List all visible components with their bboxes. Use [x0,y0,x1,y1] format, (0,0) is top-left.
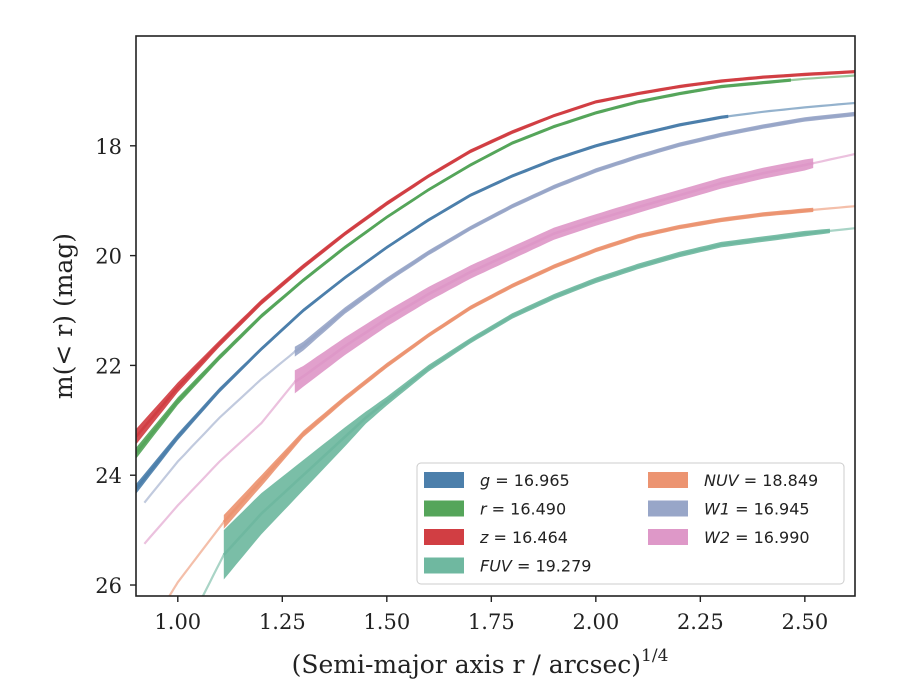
legend-var: NUV [704,471,740,490]
x-tick-label: 1.75 [468,610,515,634]
y-tick-label: 24 [95,464,122,488]
y-axis-ticks: 18 20 22 24 26 [95,135,136,598]
y-axis-label: m(< r) (mag) [49,233,78,399]
x-axis-label: (Semi-major axis r / arcsec)1/4 [292,646,669,679]
legend-label: W1 = 16.945 [704,500,810,519]
series-w1-line [294,112,855,353]
x-tick-label: 2.25 [677,610,724,634]
y-tick-label: 26 [95,574,122,598]
legend-item: NUV = 18.849 [648,471,818,490]
series-r [136,74,855,459]
legend-swatch [424,557,464,574]
legend-var: r [480,500,488,519]
series-z [136,70,855,445]
y-tick-label: 18 [95,135,122,159]
legend-box [416,462,845,585]
x-tick-label: 1.00 [154,610,201,634]
legend-item: r = 16.490 [424,500,566,519]
legend-value: = 18.849 [739,471,819,490]
series-nuv-line [222,208,814,523]
x-axis-ticks: 1.00 1.25 1.50 1.75 2.00 2.25 2.50 [154,596,828,634]
legend-value: = 16.464 [488,528,568,547]
y-tick-label: 22 [95,354,122,378]
x-tick-label: 2.00 [572,610,619,634]
x-tick-label: 1.25 [259,610,306,634]
series-fuv-line [222,229,831,556]
x-axis-label-main: (Semi-major axis r / arcsec) [292,650,641,679]
legend-label: NUV = 18.849 [704,471,818,490]
series-fuv [201,227,855,596]
y-tick-label: 20 [95,245,122,269]
legend-label: r = 16.490 [480,500,566,519]
series-g-line [136,115,729,490]
legend-label: g = 16.965 [480,471,570,490]
legend-var: W2 [704,528,730,547]
legend-swatch [648,500,688,517]
legend-label: W2 = 16.990 [704,528,810,547]
legend-value: = 16.965 [490,471,570,490]
series-w1 [143,111,855,504]
legend-swatch [424,500,464,517]
legend-value: = 16.945 [730,500,810,519]
legend-item: g = 16.965 [424,471,570,490]
series-z-line [136,70,855,438]
series-g [136,101,855,494]
x-tick-label: 1.50 [363,610,410,634]
legend-item: z = 16.464 [424,528,568,547]
legend-swatch [424,472,464,488]
legend-value: = 16.990 [730,528,810,547]
plot-frame [135,35,856,597]
legend-label: z = 16.464 [479,528,568,547]
legend-swatch [424,529,464,545]
legend-label: FUV = 19.279 [480,557,591,576]
series-w2 [143,152,855,545]
legend-value: = 16.490 [487,500,567,519]
series-g-band [136,114,729,494]
series-w2-band [294,158,814,394]
x-tick-label: 2.50 [781,610,828,634]
legend-item: W2 = 16.990 [648,528,810,547]
legend-var: g [480,471,490,490]
legend-var: W1 [704,500,730,519]
legend-value: = 19.279 [512,557,592,576]
legend-var: FUV [480,557,513,576]
x-axis-label-exponent: 1/4 [641,646,668,666]
legend-item: W1 = 16.945 [648,500,810,519]
series-r-band [136,78,791,459]
series-r-line [136,78,792,455]
series-nuv [168,205,855,596]
legend-item: FUV = 19.279 [424,557,591,576]
series-layer [136,70,855,596]
legend-swatch [648,529,688,545]
legend-var: z [479,528,489,547]
legend-swatch [648,472,688,488]
series-w2-line [294,161,814,383]
